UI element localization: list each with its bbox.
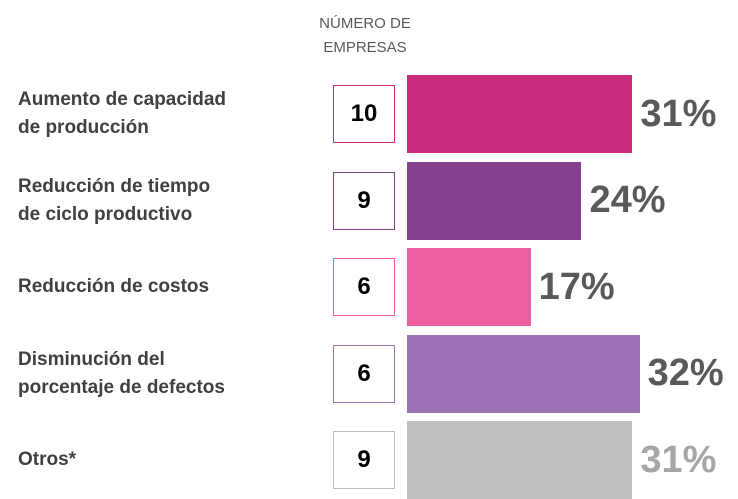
count-box: 9 [333,431,395,489]
category-label: Otros* [18,449,77,470]
value-label: 17% [538,265,615,308]
category-label: Reducción de tiempo de ciclo productivo [18,175,211,225]
count-box: 10 [333,85,395,143]
bar [407,248,531,326]
value-label: 31% [640,438,717,481]
bar [407,421,633,499]
bar [407,334,640,413]
column-header: NÚMERO DE EMPRESAS [319,15,411,56]
category-label: Disminución del porcentaje de defectos [18,348,225,398]
count-box: 9 [333,171,395,230]
bar [407,75,633,153]
value-label: 32% [647,352,724,394]
count-box: 6 [333,258,395,316]
count-box: 6 [333,344,395,403]
bar [407,161,582,240]
value-label: 31% [640,92,717,135]
value-label: 24% [589,179,666,221]
category-label: Reducción de costos [18,276,210,297]
category-label: Aumento de capacidad de producción [18,89,226,138]
